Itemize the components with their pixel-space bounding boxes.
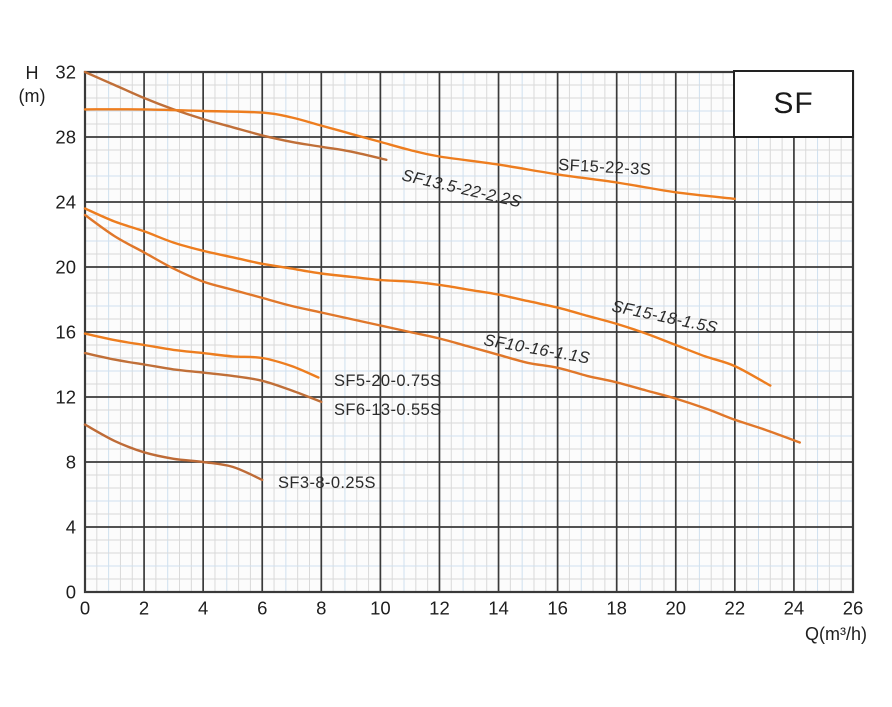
y-axis-title-symbol: H (25, 63, 39, 83)
curve-label-sf5-20-0.75s: SF5-20-0.75S (334, 372, 442, 390)
curve-sf13.5-22-2.2s (83, 70, 388, 161)
x-tick-label: 24 (784, 598, 805, 619)
y-tick-label: 12 (55, 387, 76, 408)
curve-label-sf6-13-0.55s: SF6-13-0.55S (334, 401, 442, 419)
y-tick-label: 16 (55, 322, 76, 343)
x-tick-label: 10 (370, 598, 391, 619)
y-tick-label: 4 (66, 517, 76, 538)
y-tick-label: 20 (55, 257, 76, 278)
y-tick-label: 8 (66, 452, 76, 473)
x-tick-label: 18 (606, 598, 627, 619)
curve-label-sf15-22-3s: SF15-22-3S (558, 156, 652, 179)
curve-sf10-16-1.1s (83, 213, 801, 444)
x-tick-label: 26 (843, 598, 864, 619)
x-tick-label: 4 (198, 598, 208, 619)
x-tick-label: 16 (547, 598, 568, 619)
series-family-badge: SF (733, 70, 854, 138)
series-family-badge-label: SF (773, 87, 814, 120)
y-tick-label: 0 (66, 582, 76, 603)
y-axis-title: H (m) (12, 62, 52, 107)
x-tick-label: 22 (725, 598, 746, 619)
plot-border (83, 70, 855, 594)
curve-sf15-22-3s (83, 108, 736, 200)
curve-label-sf3-8-0.25s: SF3-8-0.25S (278, 474, 376, 492)
y-tick-label: 32 (55, 62, 76, 83)
x-tick-label: 20 (665, 598, 686, 619)
curve-sf15-18-1.5s (83, 207, 772, 387)
y-tick-label: 28 (55, 127, 76, 148)
x-tick-label: 14 (488, 598, 509, 619)
x-tick-label: 8 (316, 598, 326, 619)
y-tick-label: 24 (55, 192, 76, 213)
x-tick-label: 12 (429, 598, 450, 619)
x-tick-label: 6 (257, 598, 267, 619)
x-tick-label: 0 (80, 598, 90, 619)
curve-sf5-20-0.75s (83, 332, 320, 379)
x-tick-label: 2 (139, 598, 149, 619)
y-axis-title-unit: (m) (18, 85, 46, 106)
x-axis-title: Q(m³/h) (805, 624, 867, 644)
curve-sf3-8-0.25s (83, 423, 264, 482)
curve-sf6-13-0.55s (83, 351, 323, 404)
